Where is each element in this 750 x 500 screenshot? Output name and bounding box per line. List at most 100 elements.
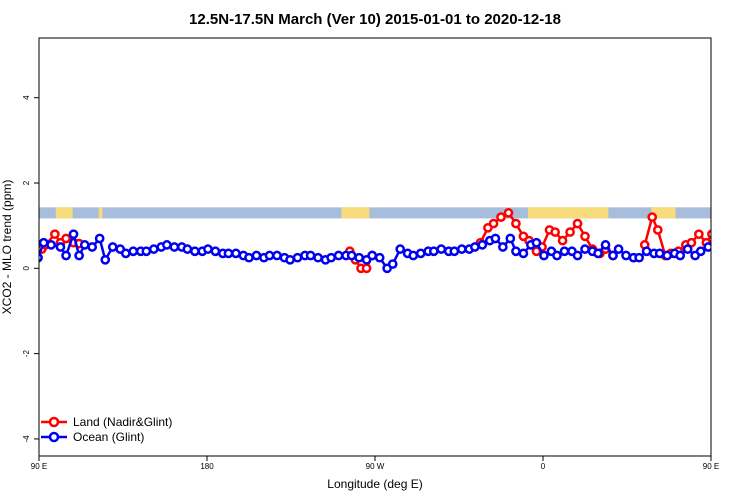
land-point: [488, 218, 499, 229]
land-band-layer: [39, 207, 741, 219]
series-layer: [39, 208, 750, 274]
ocean-point: [613, 244, 624, 254]
ocean-point: [68, 229, 79, 240]
ocean-point: [39, 252, 43, 263]
ocean-point: [313, 252, 323, 263]
x-tick-label: 90 E: [703, 462, 719, 471]
ocean-point: [182, 244, 193, 254]
ocean-point: [552, 250, 562, 261]
land-point: [565, 227, 575, 237]
land-point: [572, 218, 583, 229]
y-tick-label: -2: [22, 350, 31, 358]
legend-ocean-label: Ocean (Glint): [73, 430, 144, 444]
ocean-point: [74, 250, 84, 261]
ocean-point: [100, 254, 111, 265]
land-point: [550, 227, 560, 237]
land-patch: [55, 207, 73, 219]
x-tick-label: 90 W: [366, 462, 385, 471]
ocean-point: [600, 240, 611, 250]
legend: Land (Nadir&Glint)Ocean (Glint): [41, 415, 172, 444]
ocean-point: [572, 250, 583, 261]
ocean-point: [662, 250, 672, 261]
ocean-point: [61, 250, 71, 261]
y-tick-label: 4: [22, 95, 31, 100]
ocean-point: [470, 242, 480, 252]
ocean-point: [531, 237, 542, 248]
x-tick-label: 180: [200, 462, 214, 471]
ocean-point: [641, 246, 652, 257]
land-patch: [651, 207, 676, 219]
ocean-point: [203, 244, 213, 254]
land-point: [716, 239, 723, 246]
ocean-point: [326, 252, 336, 263]
land-point: [736, 248, 743, 255]
land-patch: [728, 207, 741, 218]
ocean-point: [244, 252, 254, 263]
land-point: [61, 233, 71, 244]
ocean-point: [285, 254, 295, 265]
ocean-point: [272, 250, 282, 261]
ocean-point: [477, 240, 488, 250]
land-series-line: [643, 215, 711, 257]
ocean-point: [141, 246, 152, 257]
ocean-point: [436, 244, 447, 254]
land-point: [652, 225, 663, 235]
ocean-point: [593, 248, 603, 259]
ocean-point: [539, 250, 549, 261]
legend-land-label: Land (Nadir&Glint): [73, 415, 172, 429]
ocean-point: [695, 246, 706, 257]
ocean-point: [223, 248, 234, 259]
ocean-point: [428, 246, 439, 257]
ocean-point: [559, 246, 570, 257]
ocean-point: [703, 242, 711, 252]
ocean-point: [608, 250, 618, 261]
legend-land-marker: [48, 416, 60, 428]
x-tick-label: 0: [541, 462, 546, 471]
land-point: [729, 241, 736, 248]
land-point: [647, 212, 658, 222]
y-tick-label: -4: [22, 435, 31, 443]
ocean-point: [675, 250, 686, 261]
ocean-point: [354, 252, 364, 263]
ocean-point: [264, 250, 275, 261]
land-point: [723, 250, 730, 257]
ocean-point: [169, 242, 180, 252]
land-point: [707, 229, 711, 239]
ocean-point: [128, 246, 139, 257]
land-point: [557, 235, 568, 246]
ocean-point: [733, 250, 740, 257]
ocean-point: [94, 233, 105, 244]
ocean-point: [87, 242, 98, 252]
ocean-point: [367, 250, 378, 261]
ocean-point: [725, 246, 732, 253]
chart-title: 12.5N-17.5N March (Ver 10) 2015-01-01 to…: [189, 11, 561, 28]
ocean-point: [120, 248, 131, 259]
land-point: [50, 229, 60, 240]
ocean-point: [518, 248, 529, 259]
land-point: [744, 250, 750, 257]
ocean-point: [498, 242, 508, 252]
y-tick-label: 0: [22, 266, 31, 271]
ocean-point: [162, 240, 172, 250]
ocean-point: [456, 244, 467, 254]
ocean-point: [738, 248, 745, 255]
ocean-point: [621, 250, 631, 261]
land-point: [361, 263, 372, 274]
ocean-point: [580, 244, 590, 254]
land-patch: [528, 207, 609, 219]
ocean-point: [746, 250, 750, 257]
ocean-point: [718, 239, 725, 246]
ocean-point: [251, 250, 262, 261]
land-point: [503, 208, 514, 218]
ocean-point: [511, 246, 521, 257]
ocean-point: [395, 244, 406, 254]
ocean-point: [46, 240, 56, 250]
ocean-point: [190, 246, 200, 257]
land-point: [496, 212, 506, 222]
ocean-point: [210, 246, 221, 257]
ocean-point: [292, 252, 303, 263]
ocean-point: [107, 242, 118, 252]
y-tick-label: 2: [22, 180, 31, 185]
ocean-point: [79, 240, 90, 250]
